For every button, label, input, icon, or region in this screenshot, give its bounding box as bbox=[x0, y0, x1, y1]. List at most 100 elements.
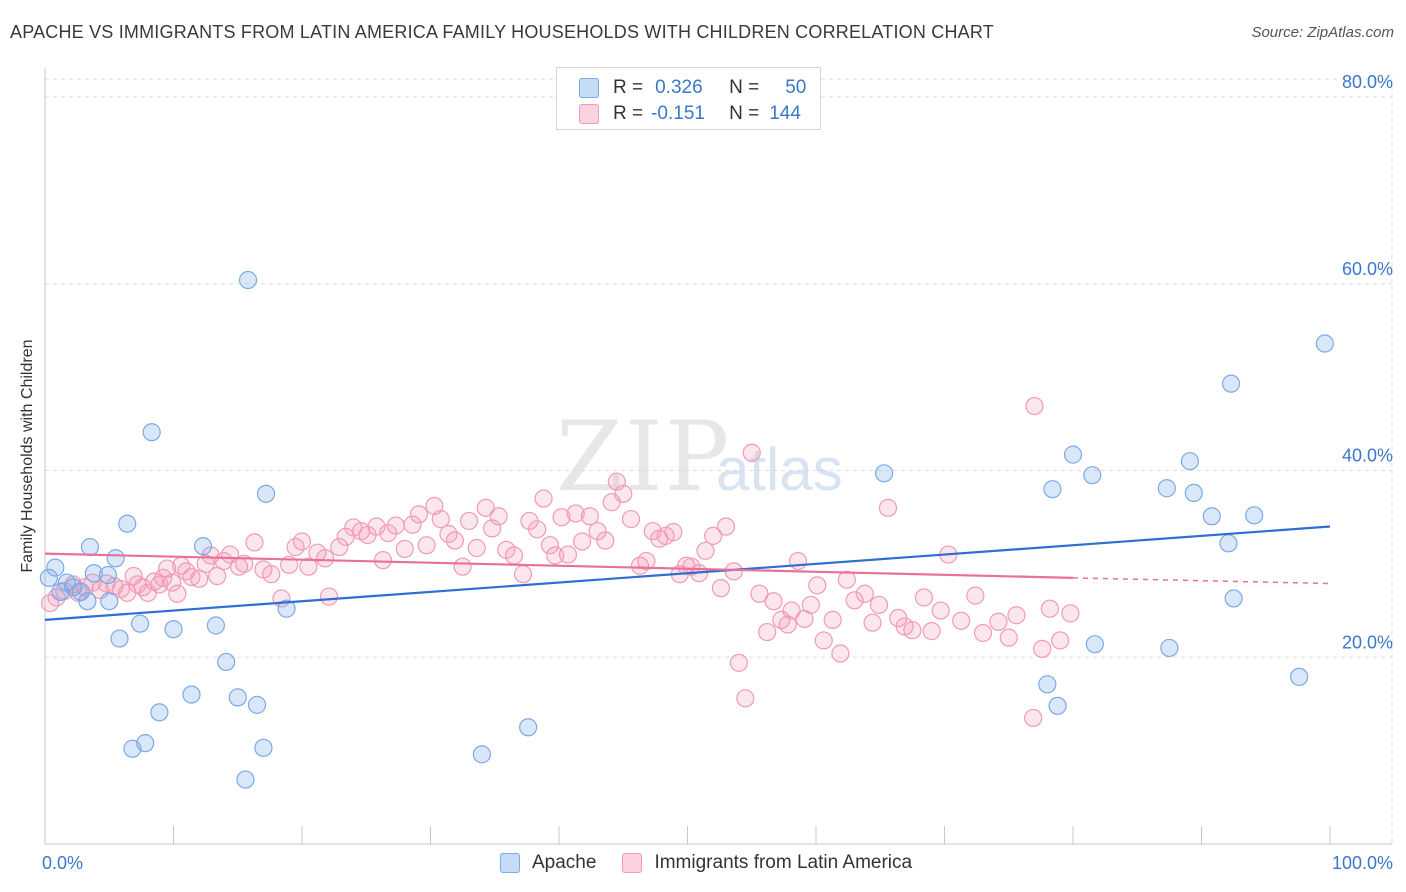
latin-point bbox=[782, 601, 801, 620]
latin-point bbox=[558, 545, 578, 564]
latin-point bbox=[614, 484, 633, 503]
latin-point bbox=[1033, 639, 1052, 658]
latin-point bbox=[823, 610, 842, 630]
n-label: N = bbox=[729, 77, 760, 98]
latin-point bbox=[922, 622, 941, 641]
latin-point bbox=[863, 613, 882, 632]
latin-point bbox=[588, 522, 607, 541]
latin-point bbox=[831, 644, 850, 663]
latin-point bbox=[1024, 708, 1043, 728]
watermark-zip: ZIP bbox=[556, 401, 731, 513]
latin-point bbox=[145, 572, 164, 591]
apache-point bbox=[1224, 589, 1243, 608]
stats-row-latin: R = -0.151 N = 144 bbox=[579, 101, 801, 127]
latin-point bbox=[489, 507, 508, 526]
latin-point bbox=[459, 511, 479, 531]
apache-point bbox=[106, 549, 125, 568]
apache-point bbox=[1085, 635, 1104, 654]
latin-point bbox=[378, 523, 398, 543]
latin-point bbox=[903, 621, 922, 640]
apache-point bbox=[519, 718, 538, 737]
n-label: N = bbox=[729, 103, 760, 124]
apache-point bbox=[118, 514, 137, 533]
latin-point bbox=[157, 559, 177, 578]
r-label: R = bbox=[613, 77, 644, 98]
latin-point bbox=[973, 623, 993, 643]
latin-point bbox=[1007, 606, 1026, 625]
latin-point bbox=[154, 568, 173, 587]
apache-point bbox=[78, 592, 97, 611]
watermark: ZIP atlas bbox=[556, 401, 843, 513]
series-latin-points bbox=[41, 396, 1080, 728]
latin-point bbox=[534, 489, 553, 508]
latin-point bbox=[845, 591, 864, 610]
latin-point bbox=[869, 595, 889, 615]
n-value: 50 bbox=[785, 77, 807, 98]
apache-point bbox=[130, 614, 150, 633]
apache-point bbox=[1290, 667, 1309, 686]
latin-point bbox=[808, 576, 827, 595]
apache-point bbox=[1184, 483, 1203, 503]
latin-swatch bbox=[622, 853, 643, 873]
apache-point bbox=[1160, 638, 1179, 658]
legend-item-apache: Apache bbox=[500, 852, 596, 874]
latin-point bbox=[445, 531, 465, 550]
latin-point bbox=[316, 549, 335, 568]
apache-point bbox=[98, 565, 118, 585]
latin-point bbox=[716, 517, 736, 536]
latin-point bbox=[528, 520, 547, 539]
apache-point bbox=[1063, 445, 1083, 464]
apache-point bbox=[46, 558, 65, 577]
latin-point bbox=[1061, 604, 1080, 623]
tick-labels: 20.0% 40.0% 60.0% 80.0% 0.0% 100.0% bbox=[42, 72, 1393, 873]
latin-point bbox=[952, 611, 971, 630]
n-value: 144 bbox=[769, 103, 801, 124]
latin-trend-line bbox=[44, 552, 1074, 579]
apache-point bbox=[238, 270, 258, 290]
latin-point bbox=[914, 588, 934, 607]
apache-trend-line bbox=[44, 525, 1331, 621]
latin-point bbox=[758, 622, 777, 642]
latin-point bbox=[966, 586, 985, 605]
latin-point bbox=[395, 539, 414, 559]
latin-point bbox=[814, 631, 833, 650]
apache-point bbox=[247, 695, 267, 714]
latin-point bbox=[168, 584, 187, 603]
apache-point bbox=[110, 629, 129, 648]
apache-swatch bbox=[500, 853, 520, 873]
apache-point bbox=[39, 568, 58, 587]
apache-point bbox=[1038, 675, 1057, 694]
apache-point bbox=[1180, 452, 1200, 471]
apache-point bbox=[80, 537, 100, 557]
apache-point bbox=[100, 592, 119, 611]
apache-point bbox=[71, 582, 91, 601]
r-value: -0.151 bbox=[651, 103, 705, 124]
latin-point bbox=[409, 505, 429, 524]
trend-lines bbox=[44, 525, 1331, 621]
series-legend: Apache Immigrants from Latin America bbox=[500, 852, 938, 874]
latin-point bbox=[439, 524, 458, 544]
legend-label: Immigrants from Latin America bbox=[654, 852, 913, 873]
apache-point bbox=[875, 464, 894, 483]
legend-item-latin: Immigrants from Latin America bbox=[622, 852, 912, 874]
latin-point bbox=[788, 551, 808, 571]
latin-point bbox=[262, 565, 281, 584]
apache-point bbox=[277, 599, 296, 618]
apache-point bbox=[236, 770, 255, 789]
latin-point bbox=[299, 557, 318, 576]
latin-point bbox=[245, 533, 264, 552]
apache-point bbox=[1043, 480, 1062, 499]
latin-point bbox=[742, 443, 761, 462]
apache-point bbox=[1083, 466, 1102, 485]
r-value: 0.326 bbox=[655, 77, 703, 98]
apache-point bbox=[1221, 374, 1241, 393]
apache-point bbox=[472, 745, 491, 764]
latin-point bbox=[476, 498, 495, 517]
r-label: R = bbox=[613, 103, 644, 124]
latin-point bbox=[163, 573, 182, 592]
apache-point bbox=[206, 616, 226, 635]
latin-point bbox=[403, 515, 422, 534]
latin-point bbox=[566, 504, 585, 523]
apache-point bbox=[1315, 334, 1334, 353]
